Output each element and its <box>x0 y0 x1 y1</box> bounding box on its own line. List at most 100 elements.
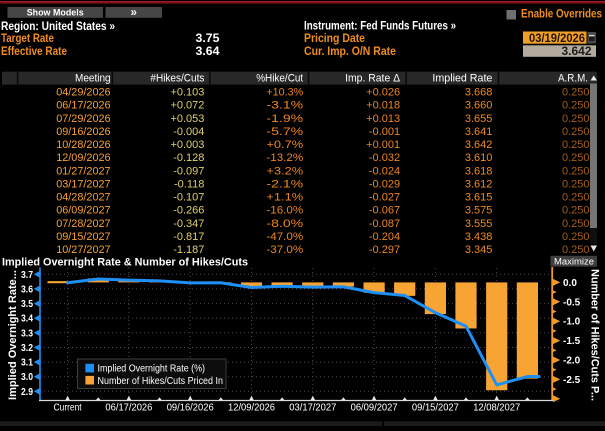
svg-text:3.642: 3.642 <box>562 46 592 58</box>
svg-text:-0.067: -0.067 <box>369 205 400 217</box>
svg-text:01/27/2027: 01/27/2027 <box>56 165 110 177</box>
svg-text:Meeting: Meeting <box>75 72 111 84</box>
svg-text:-47.0%: -47.0% <box>266 231 303 243</box>
svg-text:12/09/2026: 12/09/2026 <box>228 403 275 414</box>
svg-text:Cur. Imp. O/N Rate: Cur. Imp. O/N Rate <box>304 46 396 58</box>
svg-text:-8.0%: -8.0% <box>266 218 303 230</box>
svg-text:0.250: 0.250 <box>562 231 590 243</box>
svg-text:Number of Hikes/Cuts Priced In: Number of Hikes/Cuts Priced In <box>98 376 224 387</box>
svg-text:3.75: 3.75 <box>196 33 221 45</box>
svg-text:-0.001: -0.001 <box>369 126 400 138</box>
svg-text:3.64: 3.64 <box>196 46 221 58</box>
svg-text:0.250: 0.250 <box>562 113 590 125</box>
svg-text:-0.5: -0.5 <box>563 297 581 308</box>
svg-text:3.612: 3.612 <box>465 178 493 190</box>
svg-text:Imp. Rate Δ: Imp. Rate Δ <box>345 72 401 84</box>
svg-text:0.250: 0.250 <box>562 87 590 99</box>
svg-text:3.642: 3.642 <box>465 139 493 151</box>
svg-text:Show Models: Show Models <box>27 8 84 19</box>
svg-text:04/29/2026: 04/29/2026 <box>56 87 110 99</box>
svg-text:03/19/2026: 03/19/2026 <box>529 33 585 45</box>
svg-text:Region: United States »: Region: United States » <box>1 21 115 33</box>
svg-text:-1.5: -1.5 <box>563 336 581 347</box>
svg-text:07/29/2026: 07/29/2026 <box>56 113 110 125</box>
svg-text:-0.087: -0.087 <box>369 218 400 230</box>
svg-text:-3.1%: -3.1% <box>266 100 303 112</box>
svg-text:3.615: 3.615 <box>465 192 493 204</box>
svg-text:0.250: 0.250 <box>562 165 590 177</box>
svg-text:09/15/2027: 09/15/2027 <box>56 231 110 243</box>
svg-text:-0.027: -0.027 <box>369 192 400 204</box>
svg-text:04/28/2027: 04/28/2027 <box>56 192 110 204</box>
svg-text:+0.003: +0.003 <box>170 139 204 151</box>
svg-text:10/28/2026: 10/28/2026 <box>56 139 110 151</box>
svg-text:-0.097: -0.097 <box>173 165 204 177</box>
svg-text:0.250: 0.250 <box>562 244 590 256</box>
svg-text:Implied Overnight Rate & Numbe: Implied Overnight Rate & Number of Hikes… <box>2 256 248 268</box>
svg-text:Implied Overnight Rate (%): Implied Overnight Rate (%) <box>98 364 206 375</box>
svg-text:Implied Rate: Implied Rate <box>432 72 492 84</box>
svg-text:-0.107: -0.107 <box>173 192 204 204</box>
svg-text:3.555: 3.555 <box>465 218 493 230</box>
svg-text:0.250: 0.250 <box>562 205 590 217</box>
svg-text:-0.204: -0.204 <box>369 231 400 243</box>
svg-text:Current: Current <box>54 403 82 414</box>
svg-text:3.641: 3.641 <box>465 126 493 138</box>
svg-text:A.R.M.: A.R.M. <box>558 72 588 84</box>
svg-text:+0.7%: +0.7% <box>266 139 303 151</box>
svg-text:+0.053: +0.053 <box>170 113 204 125</box>
svg-text:+0.072: +0.072 <box>170 100 204 112</box>
svg-text:3.2: 3.2 <box>21 343 33 354</box>
svg-text:»: » <box>130 7 136 19</box>
svg-text:-0.032: -0.032 <box>369 152 400 164</box>
svg-text:10/27/2027: 10/27/2027 <box>56 244 110 256</box>
svg-text:09/16/2026: 09/16/2026 <box>167 403 214 414</box>
svg-text:Enable Overrides: Enable Overrides <box>521 9 602 21</box>
svg-text:-2.0: -2.0 <box>563 356 581 367</box>
svg-text:-0.817: -0.817 <box>173 231 204 243</box>
svg-text:3.438: 3.438 <box>465 231 493 243</box>
svg-text:0.250: 0.250 <box>562 218 590 230</box>
svg-text:+0.103: +0.103 <box>170 87 204 99</box>
svg-text:06/17/2026: 06/17/2026 <box>56 100 110 112</box>
svg-text:3.5: 3.5 <box>21 299 33 310</box>
svg-text:3.3: 3.3 <box>21 328 33 339</box>
svg-text:3.575: 3.575 <box>465 205 493 217</box>
svg-text:0.250: 0.250 <box>562 139 590 151</box>
svg-text:12/09/2026: 12/09/2026 <box>56 152 110 164</box>
svg-text:-13.2%: -13.2% <box>266 152 303 164</box>
svg-text:3.668: 3.668 <box>465 87 493 99</box>
svg-text:-2.1%: -2.1% <box>266 178 303 190</box>
svg-text:-0.347: -0.347 <box>173 218 204 230</box>
svg-text:07/28/2027: 07/28/2027 <box>56 218 110 230</box>
svg-text:0.0: 0.0 <box>563 278 577 289</box>
svg-text:3.660: 3.660 <box>465 100 493 112</box>
svg-text:0.250: 0.250 <box>562 192 590 204</box>
svg-text:+3.2%: +3.2% <box>266 165 303 177</box>
svg-text:2.9: 2.9 <box>21 387 33 398</box>
svg-text:-1.0: -1.0 <box>563 317 581 328</box>
svg-text:-0.118: -0.118 <box>174 178 204 190</box>
svg-text:Target Rate: Target Rate <box>1 33 54 45</box>
svg-text:0.250: 0.250 <box>562 100 590 112</box>
svg-text:3.6: 3.6 <box>21 284 33 295</box>
svg-text:+0.026: +0.026 <box>366 87 400 99</box>
svg-text:3.4: 3.4 <box>21 314 33 325</box>
svg-text:0.250: 0.250 <box>562 178 590 190</box>
svg-text:09/16/2026: 09/16/2026 <box>56 126 110 138</box>
svg-text:-0.024: -0.024 <box>369 165 400 177</box>
svg-text:-1.9%: -1.9% <box>266 113 303 125</box>
svg-text:-16.0%: -16.0% <box>266 205 303 217</box>
svg-text:Effective Rate: Effective Rate <box>1 46 67 58</box>
svg-text:-0.266: -0.266 <box>173 205 204 217</box>
svg-text:+0.018: +0.018 <box>366 100 400 112</box>
svg-text:09/15/2027: 09/15/2027 <box>412 403 459 414</box>
svg-text:%Hike/Cut: %Hike/Cut <box>256 72 303 84</box>
svg-text:-0.128: -0.128 <box>173 152 204 164</box>
svg-text:+0.001: +0.001 <box>366 139 400 151</box>
svg-text:Number of Hikes/Cuts P...: Number of Hikes/Cuts P... <box>589 269 601 401</box>
svg-text:Instrument: Fed Funds Futures: Instrument: Fed Funds Futures » <box>304 20 456 32</box>
svg-text:-0.029: -0.029 <box>369 178 400 190</box>
svg-text:06/17/2026: 06/17/2026 <box>105 403 152 414</box>
svg-text:3.655: 3.655 <box>465 113 493 125</box>
